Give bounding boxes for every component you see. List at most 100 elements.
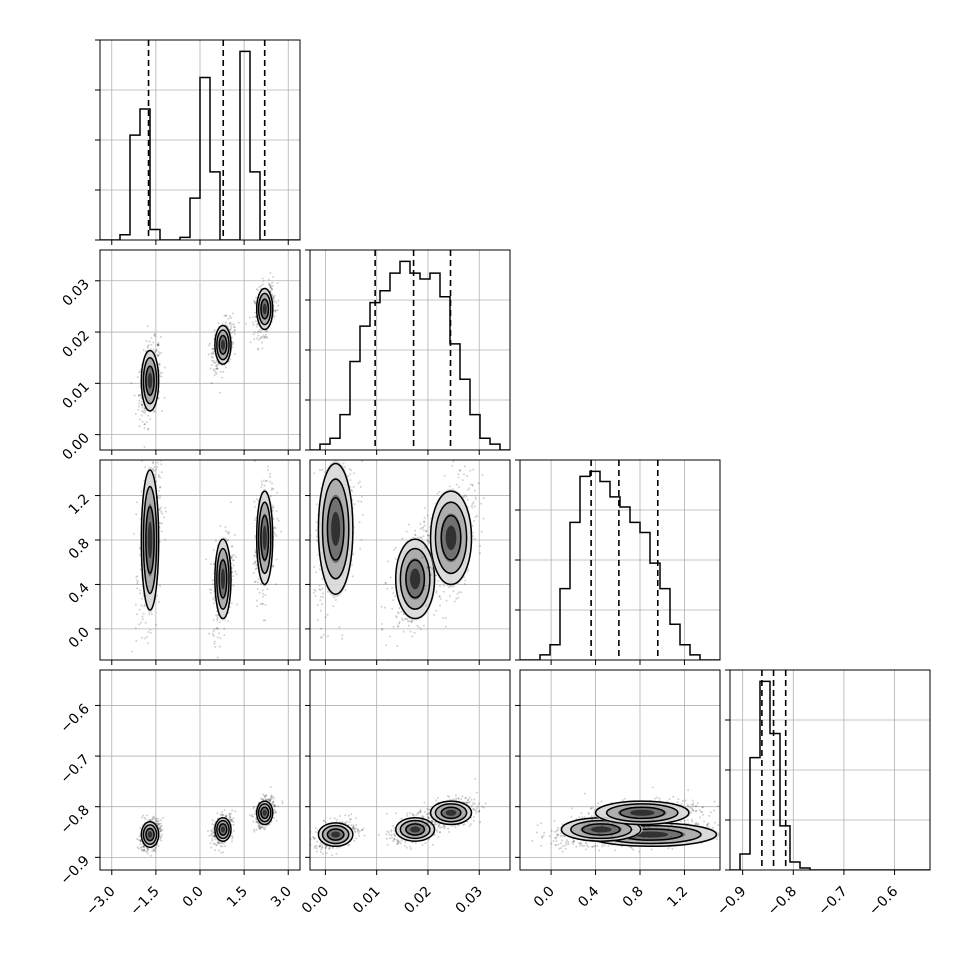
scatter-point: [216, 636, 219, 639]
scatter-point: [212, 350, 215, 353]
scatter-point: [213, 374, 216, 377]
scatter-point: [213, 642, 216, 645]
scatter-point: [223, 809, 226, 811]
scatter-point: [453, 600, 456, 603]
scatter-point: [214, 367, 217, 370]
contour-line: [321, 478, 350, 580]
scatter-point: [155, 822, 158, 825]
scatter-point: [163, 516, 165, 519]
scatter-point: [392, 625, 395, 628]
scatter-point: [408, 620, 411, 623]
scatter-point: [270, 489, 273, 491]
scatter-point: [161, 372, 163, 374]
scatter-point: [338, 626, 341, 629]
scatter-point: [158, 474, 160, 477]
scatter-point: [140, 414, 143, 417]
scatter-point: [417, 580, 420, 583]
scatter-point: [143, 423, 146, 426]
scatter-point: [143, 427, 146, 429]
density-level: [147, 831, 153, 838]
scatter-point: [157, 351, 160, 353]
scatter-point: [262, 479, 265, 482]
scatter-point: [142, 349, 145, 352]
scatter-point: [457, 596, 460, 599]
scatter-point: [229, 331, 232, 334]
scatter-point: [253, 300, 256, 303]
scatter-point: [224, 323, 227, 326]
scatter-point: [442, 584, 445, 587]
scatter-point: [398, 622, 401, 625]
scatter-point: [218, 621, 221, 624]
scatter-point: [218, 632, 221, 635]
scatter-point: [154, 847, 157, 850]
scatter-point: [272, 801, 275, 803]
scatter-point: [138, 546, 141, 549]
scatter-point: [212, 630, 215, 633]
scatter-point: [153, 820, 156, 823]
scatter-point: [448, 586, 450, 589]
scatter-point: [140, 604, 143, 607]
scatter-point: [150, 613, 153, 616]
scatter-point: [236, 603, 238, 606]
scatter-point: [228, 323, 231, 326]
scatter-point: [384, 582, 387, 585]
scatter-point: [164, 538, 166, 541]
scatter-point: [160, 351, 163, 354]
scatter-point: [227, 539, 230, 541]
scatter-point: [209, 591, 212, 594]
scatter-point: [431, 567, 434, 570]
scatter-point: [413, 631, 416, 634]
scatter-point: [350, 488, 353, 491]
scatter-point: [276, 282, 279, 284]
scatter-point: [212, 831, 215, 833]
scatter-point: [232, 821, 235, 824]
scatter-point: [421, 556, 424, 559]
scatter-point: [209, 842, 212, 845]
scatter-point: [471, 524, 474, 527]
scatter-point: [216, 656, 219, 659]
scatter-point: [156, 343, 159, 346]
contour-line: [142, 357, 158, 405]
scatter-point: [155, 349, 158, 352]
scatter-point: [210, 588, 213, 591]
scatter-point: [349, 479, 352, 482]
scatter-point: [255, 288, 258, 291]
scatter-point: [275, 510, 278, 513]
y-tick-label: 0.01: [59, 379, 92, 412]
scatter-point: [212, 619, 215, 621]
contour-line: [145, 365, 155, 396]
scatter-point: [136, 376, 139, 378]
scatter-point: [223, 634, 226, 637]
scatter-point: [221, 811, 223, 813]
density-level: [331, 511, 341, 546]
scatter-point: [359, 486, 362, 488]
scatter-point: [275, 301, 278, 304]
scatter-point: [219, 370, 222, 373]
scatter-point: [265, 330, 268, 333]
scatter-point: [468, 487, 471, 490]
scatter-point: [210, 364, 213, 367]
scatter-point: [352, 486, 355, 488]
scatter-point: [430, 573, 433, 576]
scatter-point: [469, 483, 472, 486]
scatter-point: [233, 329, 236, 331]
scatter-point: [228, 315, 231, 318]
scatter-point: [264, 335, 267, 338]
scatter-point: [452, 590, 455, 593]
scatter-point: [159, 452, 161, 454]
scatter-point: [160, 839, 163, 842]
scatter-point: [164, 510, 167, 513]
scatter-point: [253, 561, 256, 564]
scatter-point: [139, 840, 142, 842]
scatter-point: [213, 628, 216, 631]
scatter-point: [424, 506, 426, 509]
scatter-point: [136, 613, 138, 616]
scatter-point: [271, 795, 274, 798]
scatter-point: [254, 568, 257, 571]
scatter-point: [261, 483, 263, 486]
scatter-point: [266, 336, 269, 339]
scatter-point: [230, 557, 233, 560]
scatter-point: [463, 495, 466, 498]
scatter-point: [321, 603, 323, 606]
scatter-point: [461, 479, 464, 482]
